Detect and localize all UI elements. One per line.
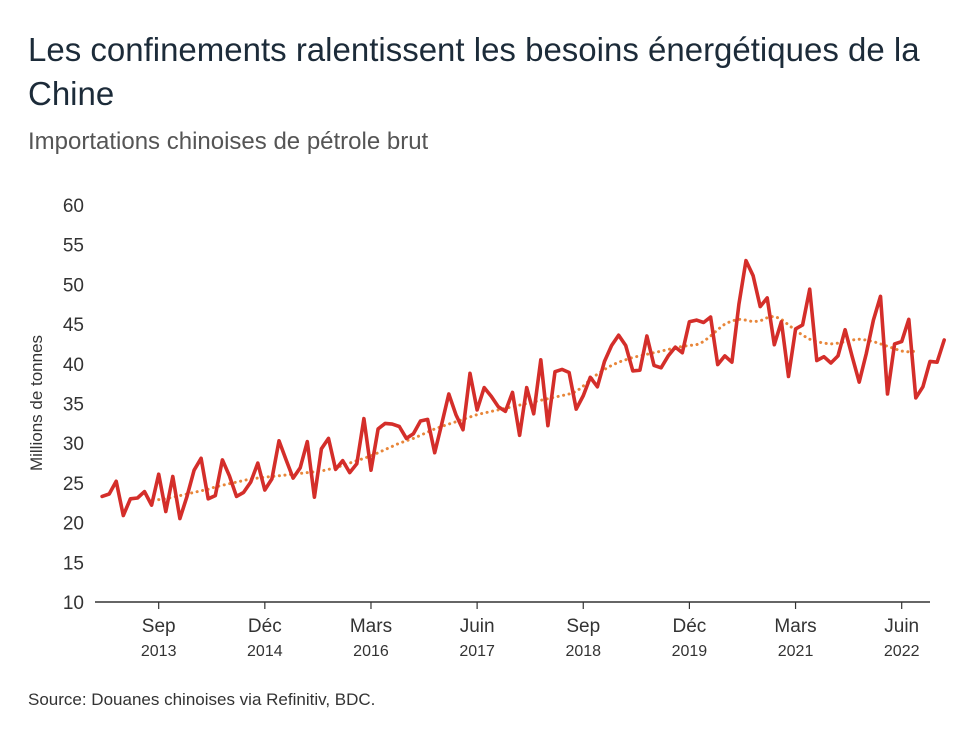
y-tick-label: 45 <box>63 315 84 336</box>
x-tick-month: Sep <box>566 616 600 637</box>
x-tick-year: 2017 <box>459 643 495 660</box>
x-tick-month: Déc <box>248 616 282 637</box>
y-tick-label: 35 <box>63 395 84 416</box>
chart-title: Les confinements ralentissent les besoin… <box>28 31 920 112</box>
y-tick-label: 10 <box>63 593 84 614</box>
y-tick-label: 20 <box>63 514 84 535</box>
x-axis: Sep 2013 Déc 2014 Mars 2016 Juin 2017 Sep 2018 Déc… <box>95 601 930 660</box>
y-tick-label: 60 <box>63 196 84 217</box>
y-tick-label: 25 <box>63 474 84 495</box>
x-tick-month: Mars <box>774 616 816 637</box>
x-tick-month: Déc <box>673 616 707 637</box>
x-tick-month: Juin <box>884 616 919 637</box>
x-tick-year: 2019 <box>672 643 708 660</box>
y-axis: 10 15 20 25 30 35 40 45 50 55 60 <box>63 196 84 614</box>
series-layer <box>100 258 947 521</box>
x-tick-year: 2021 <box>778 643 814 660</box>
monthly-imports-line <box>100 258 947 521</box>
chart-subtitle: Importations chinoises de pétrole brut <box>28 128 429 155</box>
x-tick-month: Mars <box>350 616 392 637</box>
x-tick-month: Sep <box>142 616 176 637</box>
y-tick-label: 55 <box>63 236 84 257</box>
x-tick-year: 2018 <box>565 643 601 660</box>
y-axis-label: Millions de tonnes <box>27 335 46 471</box>
x-tick-year: 2013 <box>141 643 177 660</box>
y-tick-label: 40 <box>63 355 84 376</box>
line-chart: 10 15 20 25 30 35 40 45 50 55 60 Sep 2013 Déc 2014 Mar… <box>27 196 947 660</box>
trend-line <box>157 314 918 502</box>
source-note: Source: Douanes chinoises via Refinitiv,… <box>28 690 376 709</box>
x-tick-year: 2022 <box>884 643 920 660</box>
y-tick-label: 15 <box>63 553 84 574</box>
x-tick-year: 2016 <box>353 643 389 660</box>
y-tick-label: 30 <box>63 434 84 455</box>
x-tick-year: 2014 <box>247 643 283 660</box>
y-tick-label: 50 <box>63 275 84 296</box>
x-tick-month: Juin <box>460 616 495 637</box>
